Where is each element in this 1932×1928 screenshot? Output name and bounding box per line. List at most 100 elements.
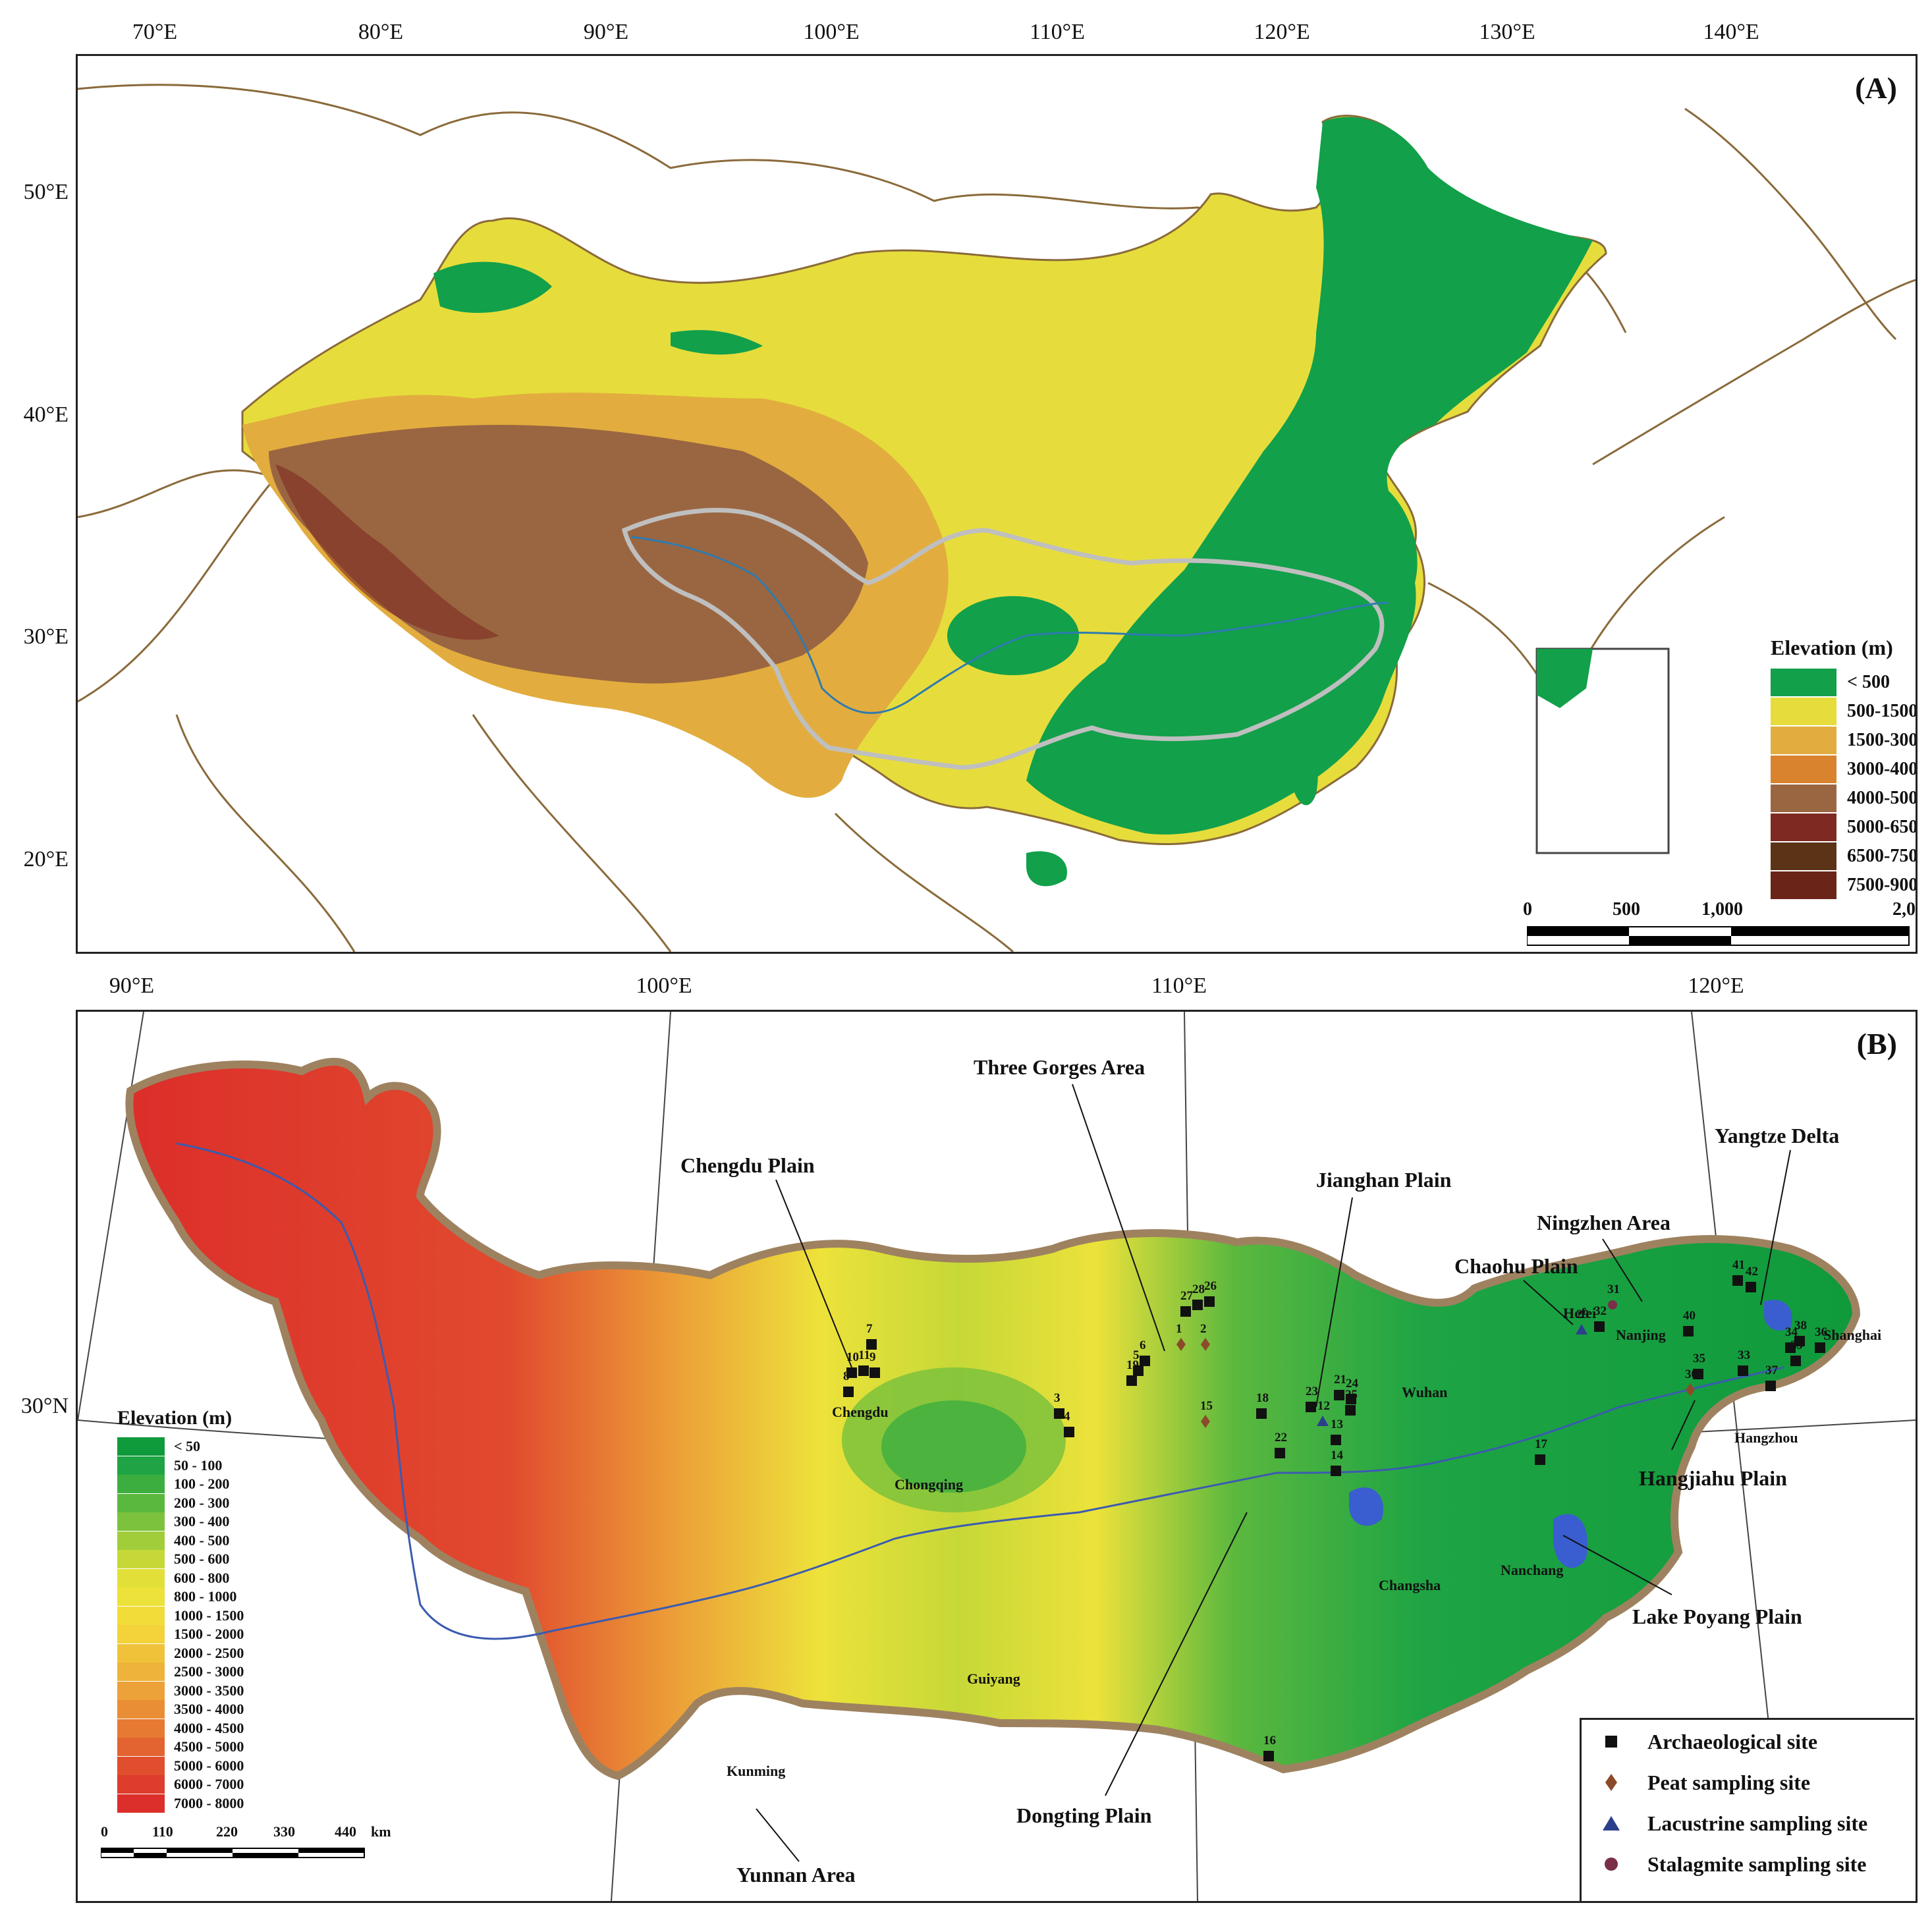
lon-tick-a: 80°E bbox=[358, 20, 404, 44]
archaeological-site-marker bbox=[869, 1367, 880, 1378]
lon-tick-a: 120°E bbox=[1254, 20, 1310, 44]
lon-tick-b: 90°E bbox=[109, 974, 155, 998]
elevation-legend-b: Elevation (m) < 50 50 - 100 100 - 200 200 -… bbox=[117, 1407, 244, 1813]
city-nanjing: Nanjing bbox=[1616, 1327, 1666, 1343]
sichuan-basin-core bbox=[881, 1400, 1026, 1493]
archaeological-site-marker bbox=[1306, 1402, 1316, 1412]
region-chengdu-plain: Chengdu Plain bbox=[680, 1153, 815, 1177]
legend-a-swatch bbox=[1771, 698, 1836, 725]
site-number-label: 40 bbox=[1683, 1309, 1696, 1323]
archaeological-site-marker bbox=[1732, 1275, 1743, 1286]
city-chengdu: Chengdu bbox=[832, 1404, 889, 1420]
legend-b-swatch bbox=[117, 1663, 165, 1682]
archaeological-site-marker bbox=[1765, 1381, 1776, 1391]
archaeological-site-marker bbox=[1126, 1375, 1137, 1386]
legend-a-label: 6500-7500 bbox=[1847, 846, 1918, 866]
site-number-label: 13 bbox=[1331, 1418, 1343, 1431]
scale-b-bar bbox=[101, 1848, 365, 1858]
archaeological-site-marker bbox=[1815, 1342, 1825, 1353]
map-panel-b: (B) Three Gorges Area Chengdu Plain Jian… bbox=[76, 1010, 1918, 1903]
site-number-label: 9 bbox=[869, 1350, 876, 1364]
site-number-label: 15 bbox=[1200, 1399, 1213, 1413]
city-kunming: Kunming bbox=[727, 1763, 786, 1779]
archaeological-site-marker bbox=[1331, 1466, 1341, 1476]
region-dongting-plain: Dongting Plain bbox=[1016, 1804, 1152, 1827]
archaeological-site-marker bbox=[1683, 1326, 1694, 1336]
legend-b-swatch bbox=[117, 1756, 165, 1775]
site-number-label: 31 bbox=[1607, 1282, 1620, 1296]
legend-b-label: 6000 - 7000 bbox=[174, 1776, 244, 1793]
site-number-label: 2 bbox=[1200, 1322, 1207, 1336]
site-number-label: 3 bbox=[1054, 1391, 1061, 1405]
legend-b-item: 1000 - 1500 bbox=[117, 1606, 244, 1626]
city-wuhan: Wuhan bbox=[1402, 1384, 1448, 1400]
city-hefei: Hefei bbox=[1563, 1305, 1597, 1321]
lacustrine-site-marker bbox=[1317, 1416, 1329, 1429]
legend-a-item: 500-1500 bbox=[1771, 697, 1916, 726]
legend-b-label: 5000 - 6000 bbox=[174, 1757, 244, 1774]
archaeological-site-marker bbox=[1204, 1296, 1215, 1307]
site-number-label: 16 bbox=[1263, 1734, 1276, 1748]
legend-b-item: 200 - 300 bbox=[117, 1493, 244, 1513]
lon-tick-b: 110°E bbox=[1151, 974, 1207, 998]
lon-tick-a: 70°E bbox=[132, 20, 178, 44]
lacustrine-site-marker bbox=[1576, 1324, 1587, 1338]
site-number-label: 1 bbox=[1176, 1322, 1182, 1336]
site-number-label: 6 bbox=[1140, 1338, 1146, 1352]
site-number-label: 7 bbox=[866, 1322, 873, 1336]
elevation-legend-a: Elevation (m) < 500 500-1500 1500-3000 3000… bbox=[1771, 636, 1918, 900]
scale-b-label: 0 bbox=[101, 1823, 108, 1840]
legend-b-label: 2000 - 2500 bbox=[174, 1644, 244, 1661]
site-number-label: 33 bbox=[1738, 1348, 1750, 1362]
scale-a-label: 2,000 bbox=[1892, 899, 1916, 920]
circle-icon bbox=[1601, 1854, 1621, 1874]
yangtze-basin-map bbox=[78, 1012, 1916, 1901]
archaeological-site-marker bbox=[1192, 1300, 1203, 1310]
site-number-label: 27 bbox=[1180, 1289, 1193, 1303]
lon-tick-a: 90°E bbox=[583, 20, 629, 44]
hainan bbox=[1026, 851, 1067, 887]
archaeological-site-marker bbox=[1785, 1342, 1796, 1353]
city-guiyang: Guiyang bbox=[967, 1670, 1020, 1687]
lon-tick-b: 100°E bbox=[636, 974, 692, 998]
lat-tick-a: 40°E bbox=[23, 402, 69, 427]
archaeological-site-marker bbox=[1346, 1394, 1356, 1404]
lat-tick-a: 50°E bbox=[23, 180, 69, 204]
scale-a-label: 0 bbox=[1523, 899, 1532, 920]
legend-b-label: 3500 - 4000 bbox=[174, 1701, 244, 1718]
map-panel-a: (A) Elevation (m) < 500 500-1500 1500-3000… bbox=[76, 54, 1918, 954]
legend-b-item: 300 - 400 bbox=[117, 1512, 244, 1531]
lon-tick-a: 100°E bbox=[803, 20, 860, 44]
lon-tick-a: 140°E bbox=[1703, 20, 1759, 44]
site-number-label: 39 bbox=[1790, 1338, 1803, 1352]
site-number-label: 35 bbox=[1693, 1352, 1705, 1365]
site-number-label: 14 bbox=[1331, 1448, 1343, 1462]
site-number-label: 12 bbox=[1317, 1399, 1330, 1413]
legend-b-swatch bbox=[117, 1606, 165, 1625]
square-icon bbox=[1601, 1732, 1621, 1751]
legend-b-swatch bbox=[117, 1437, 165, 1456]
site-legend-label: Peat sampling site bbox=[1647, 1770, 1811, 1794]
region-chaohu-plain: Chaohu Plain bbox=[1454, 1254, 1578, 1278]
legend-b-swatch bbox=[117, 1531, 165, 1550]
scale-a-bar bbox=[1527, 926, 1910, 946]
plateau-5000-6500 bbox=[275, 464, 499, 640]
archaeological-site-marker bbox=[1693, 1369, 1703, 1379]
legend-a-swatch bbox=[1771, 756, 1836, 783]
legend-b-label: 200 - 300 bbox=[174, 1494, 230, 1511]
archaeological-site-marker bbox=[1263, 1751, 1274, 1761]
archaeological-site-marker bbox=[1256, 1408, 1267, 1419]
taiwan bbox=[1291, 746, 1318, 806]
legend-b-label: 800 - 1000 bbox=[174, 1588, 237, 1605]
site-number-label: 42 bbox=[1746, 1265, 1758, 1279]
inset-coast bbox=[1537, 649, 1593, 708]
legend-b-label: 100 - 200 bbox=[174, 1475, 230, 1493]
legend-b-item: 7000 - 8000 bbox=[117, 1794, 244, 1813]
legend-b-item: 400 - 500 bbox=[117, 1531, 244, 1551]
archaeological-site-marker bbox=[1535, 1454, 1545, 1465]
legend-b-item: 6000 - 7000 bbox=[117, 1775, 244, 1794]
legend-a-item: 3000-4000 bbox=[1771, 755, 1916, 784]
site-legend-row: Lacustrine sampling site bbox=[1601, 1804, 1914, 1842]
legend-b-item: 500 - 600 bbox=[117, 1550, 244, 1569]
